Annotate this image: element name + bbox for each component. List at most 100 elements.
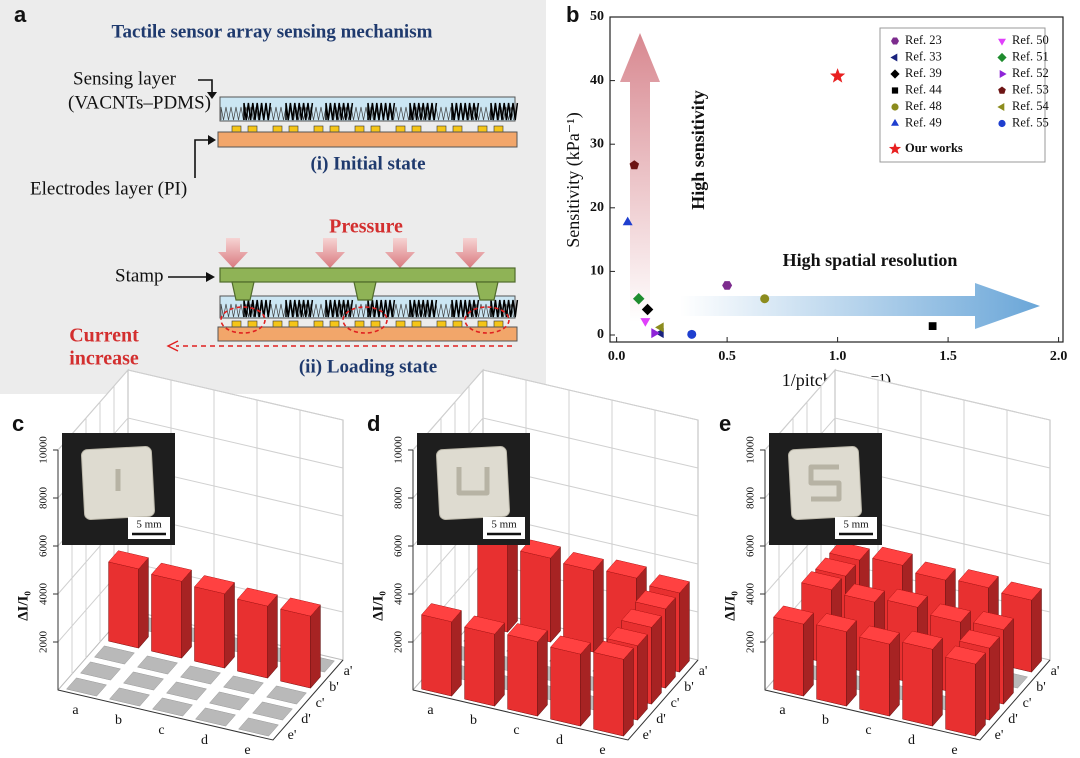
z-tick-label: 10000 — [38, 436, 50, 464]
z-tick-label: 2000 — [38, 631, 50, 654]
pad — [247, 125, 258, 133]
x-tick-label: d — [556, 733, 563, 748]
data-point — [928, 322, 937, 330]
bar — [421, 603, 462, 697]
pad — [354, 125, 365, 133]
pad — [395, 320, 406, 328]
y-tick-label: 10 — [590, 264, 604, 279]
inset-photo: 5 mm — [62, 433, 175, 545]
legend-marker — [890, 69, 900, 79]
bar — [945, 645, 986, 737]
bar — [108, 550, 149, 649]
bar-front — [593, 651, 624, 737]
bar-side — [494, 622, 505, 707]
data-point — [830, 68, 846, 83]
bar-side — [651, 615, 662, 705]
x-tick-label: a — [779, 703, 786, 718]
z-tick-label: 8000 — [745, 487, 757, 510]
pointer — [198, 79, 213, 94]
y-tick-label: 0 — [597, 327, 604, 342]
bar-front — [477, 533, 508, 633]
x-tick-label: e — [951, 743, 957, 758]
y-tick-label: c' — [316, 696, 325, 711]
legend-marker — [891, 37, 899, 45]
annotation: High spatial resolution — [783, 250, 958, 270]
bar-top — [872, 546, 913, 566]
panel-label: c — [12, 411, 24, 436]
legend-marker — [890, 53, 898, 62]
x-tick-label: 0.5 — [718, 349, 736, 364]
grid-line — [57, 369, 344, 451]
floor-edge — [412, 659, 699, 741]
legend-label: Ref. 55 — [1012, 115, 1049, 129]
label-sensing-layer: Sensing layer — [73, 68, 177, 89]
z-tick-label: 6000 — [38, 535, 50, 558]
bar-top — [550, 635, 591, 655]
cnt-cluster — [451, 102, 480, 121]
y-tick-label: b' — [329, 680, 339, 695]
bar-side — [580, 642, 591, 727]
y-tick-label: a' — [1051, 664, 1060, 679]
bar-front — [902, 641, 933, 727]
legend-label: Ref. 23 — [905, 33, 942, 47]
contact-highlights — [220, 306, 510, 334]
data-point — [722, 281, 733, 290]
bar-side — [1031, 588, 1042, 673]
trend-arrows — [620, 33, 1040, 329]
label-electrodes-layer: Electrodes layer (PI) — [30, 178, 187, 199]
floor-edge — [57, 659, 344, 741]
pad — [231, 320, 242, 328]
bar-top — [151, 562, 192, 582]
data-point — [641, 303, 654, 316]
bar-side — [665, 597, 676, 689]
bar — [902, 630, 943, 727]
z-tick-label: 2000 — [393, 631, 405, 654]
bar-side — [310, 604, 321, 689]
bar — [151, 562, 192, 659]
bar-top — [844, 583, 885, 603]
x-tick-label: d — [201, 733, 208, 748]
pad — [411, 320, 422, 328]
bar-top — [606, 559, 647, 579]
bar-top — [280, 597, 321, 617]
bar-front — [773, 616, 804, 697]
y-tick-label: e' — [643, 728, 652, 743]
pad — [313, 125, 324, 133]
cnt-cluster — [243, 102, 272, 121]
cnt-cluster — [490, 299, 519, 318]
bar-front — [507, 634, 538, 717]
empty-pad — [209, 691, 250, 711]
y-tick-label: d' — [301, 712, 311, 727]
grid-line — [764, 369, 1051, 451]
pointer — [194, 139, 210, 178]
panel-label: a — [14, 2, 27, 27]
pointer-head — [207, 92, 217, 99]
bar — [816, 613, 857, 707]
legend-label: Ref. 51 — [1012, 49, 1049, 63]
legend-label: Ref. 33 — [905, 49, 942, 63]
grid-line — [412, 369, 699, 451]
bar-top — [859, 625, 900, 645]
data-point — [760, 294, 770, 304]
data-point — [655, 322, 664, 333]
x-tick-label: 1.0 — [829, 349, 847, 364]
y-tick-label: d' — [656, 712, 666, 727]
bar-top — [563, 552, 604, 571]
bar-side — [267, 594, 278, 679]
y-axis-label: Sensitivity (kPa⁻¹) — [563, 112, 584, 247]
bar-side — [224, 581, 235, 669]
x-tick-label: d — [908, 733, 915, 748]
z-tick-label: 8000 — [38, 487, 50, 510]
bar — [593, 640, 634, 737]
legend-marker — [891, 118, 899, 126]
x-tick-label: c — [513, 723, 519, 738]
pad — [272, 320, 283, 328]
bar-side — [451, 609, 462, 697]
plot-frame — [609, 16, 1064, 343]
label-sensing-material: (VACNTs–PDMS) — [68, 92, 211, 113]
pad — [288, 125, 299, 133]
resolution-arrow — [680, 283, 1040, 329]
scale-bar-label: 5 mm — [491, 519, 517, 531]
data-point — [632, 293, 645, 305]
